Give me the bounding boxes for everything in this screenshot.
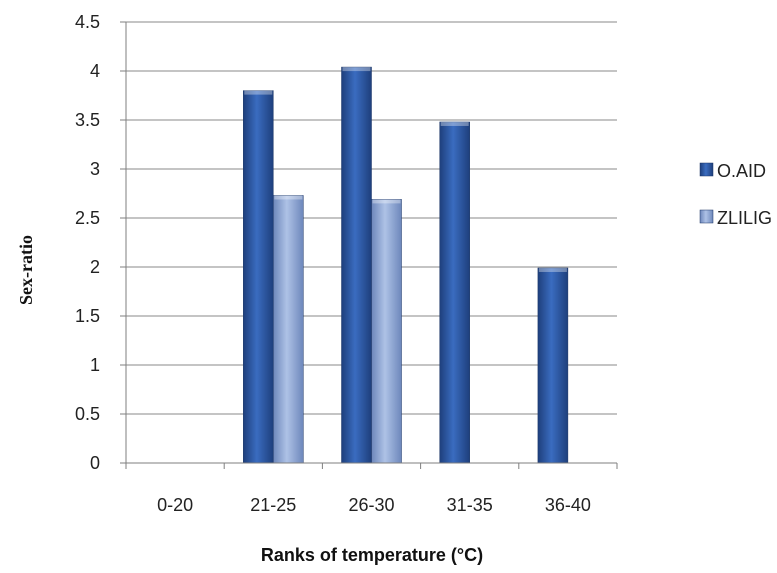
bar-cap [274,195,303,200]
bars [243,66,569,464]
bar-cap [244,90,273,95]
bar-o-aid-26-30 [341,66,372,464]
x-tick-label: 21-25 [250,495,296,515]
legend-swatch-zlilig [699,209,714,224]
bar-cap [440,121,469,126]
bar-o-aid-21-25 [243,90,274,464]
y-tick-label: 3 [90,159,100,179]
y-tick-label: 4 [90,61,100,81]
bar-o-aid-36-40 [537,267,569,464]
legend-label: O.AID [717,161,766,181]
legend: O.AID ZLILIG [699,161,772,228]
y-tick-label: 0.5 [75,404,100,424]
x-tick-label: 36-40 [545,495,591,515]
tick-labels: 0 0.5 1 1.5 2 2.5 3 3.5 4 4.5 0-20 21-25 26-30 31-35 3… [75,12,591,515]
bar-cap [538,267,567,272]
x-tick-label: 26-30 [348,495,394,515]
y-tick-label: 2 [90,257,100,277]
bar-zlilig-26-30 [371,199,402,464]
bar-zlilig-21-25 [273,195,304,464]
axes [120,21,618,469]
y-tick-label: 2.5 [75,208,100,228]
x-tick-label: 31-35 [447,495,493,515]
y-tick-label: 0 [90,453,100,473]
x-tick-label: 0-20 [157,495,193,515]
y-tick-label: 1 [90,355,100,375]
bar-o-aid-31-35 [439,121,470,464]
y-axis-title: Sex-ratio [16,235,36,305]
y-tick-label: 1.5 [75,306,100,326]
legend-label: ZLILIG [717,208,772,228]
x-axis-title: Ranks of temperature (°C) [261,545,483,565]
bar-cap [372,199,401,204]
legend-swatch-o-aid [699,162,714,177]
y-tick-label: 3.5 [75,110,100,130]
bar-cap [342,67,371,72]
y-tick-label: 4.5 [75,12,100,32]
